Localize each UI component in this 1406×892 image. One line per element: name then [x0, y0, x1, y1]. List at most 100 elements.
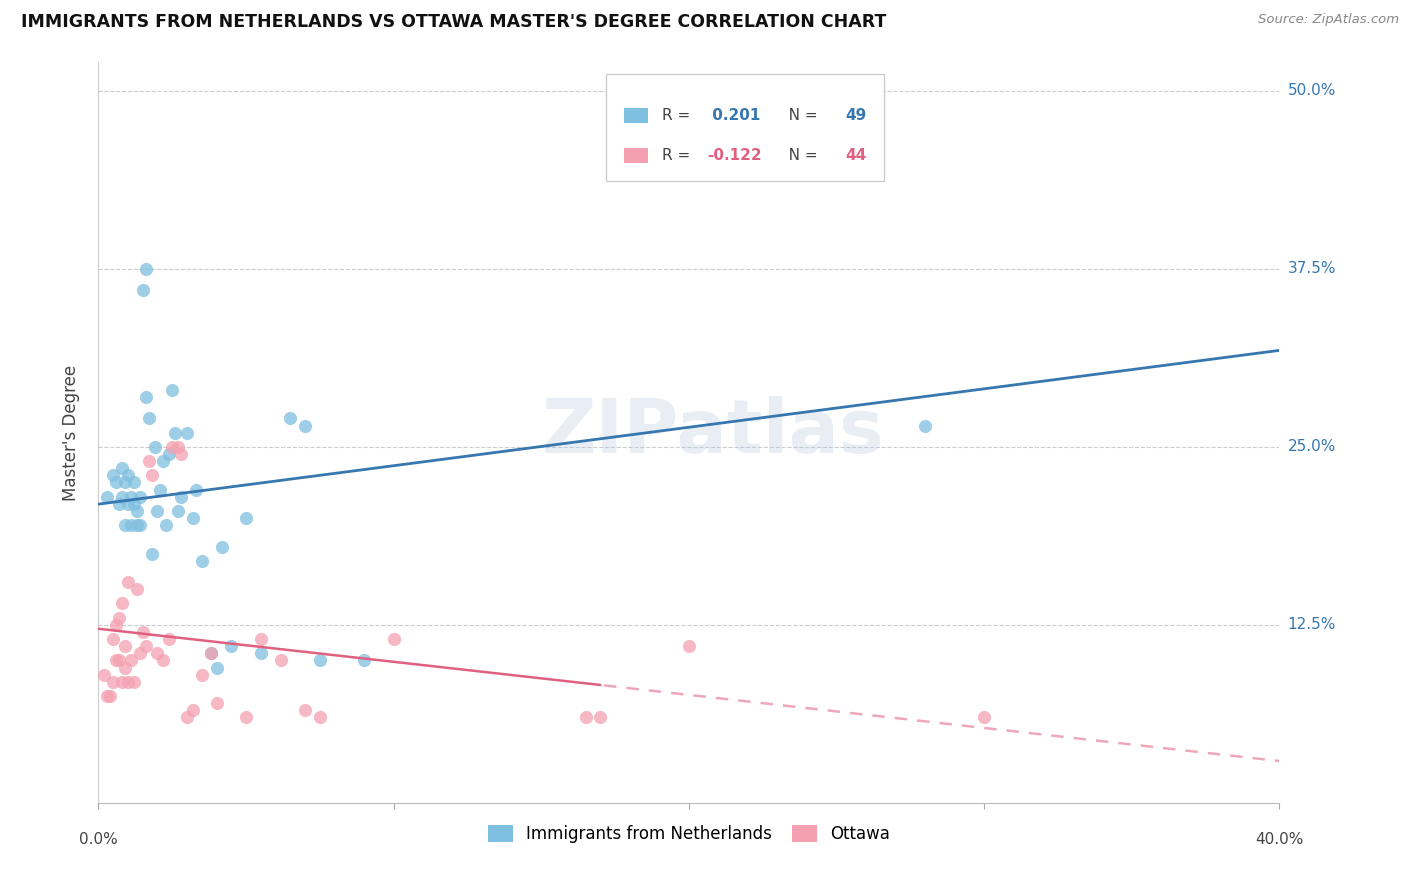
Point — [117, 497, 139, 511]
Point — [235, 511, 257, 525]
Point — [117, 674, 139, 689]
Text: Source: ZipAtlas.com: Source: ZipAtlas.com — [1258, 13, 1399, 27]
Point — [165, 425, 187, 440]
Point — [96, 689, 118, 703]
Text: 50.0%: 50.0% — [1288, 84, 1336, 98]
Point — [157, 447, 180, 461]
Point — [250, 632, 273, 646]
Point — [125, 518, 148, 533]
Point — [167, 504, 190, 518]
Point — [120, 653, 142, 667]
Point — [103, 632, 125, 646]
Text: N =: N = — [773, 108, 823, 123]
Point — [280, 411, 302, 425]
Point — [162, 383, 183, 397]
Point — [108, 610, 131, 624]
Point — [105, 617, 128, 632]
Point — [200, 646, 222, 660]
Point — [128, 490, 150, 504]
Point — [589, 710, 612, 724]
Point — [135, 639, 157, 653]
Point — [98, 689, 121, 703]
Point — [125, 504, 148, 518]
Point — [122, 475, 145, 490]
Text: -0.122: -0.122 — [707, 148, 761, 162]
FancyBboxPatch shape — [606, 73, 884, 181]
Point — [122, 497, 145, 511]
Point — [143, 440, 166, 454]
Point — [152, 653, 174, 667]
Point — [176, 425, 198, 440]
Point — [294, 703, 316, 717]
Point — [103, 674, 125, 689]
Text: R =: R = — [662, 108, 695, 123]
Point — [108, 653, 131, 667]
Point — [170, 490, 193, 504]
Point — [157, 632, 180, 646]
Text: 0.0%: 0.0% — [79, 832, 118, 847]
Point — [235, 710, 257, 724]
Point — [122, 674, 145, 689]
Point — [162, 440, 183, 454]
Legend: Immigrants from Netherlands, Ottawa: Immigrants from Netherlands, Ottawa — [481, 819, 897, 850]
Text: IMMIGRANTS FROM NETHERLANDS VS OTTAWA MASTER'S DEGREE CORRELATION CHART: IMMIGRANTS FROM NETHERLANDS VS OTTAWA MA… — [21, 13, 886, 31]
Point — [108, 497, 131, 511]
Point — [176, 710, 198, 724]
Text: 40.0%: 40.0% — [1256, 832, 1303, 847]
Point — [914, 418, 936, 433]
Point — [678, 155, 700, 169]
Point — [678, 639, 700, 653]
Point — [211, 540, 233, 554]
Text: 44: 44 — [845, 148, 866, 162]
Point — [103, 468, 125, 483]
Point — [125, 582, 148, 597]
Point — [181, 703, 204, 717]
Text: 49: 49 — [845, 108, 866, 123]
FancyBboxPatch shape — [624, 108, 648, 122]
Point — [128, 518, 150, 533]
Point — [141, 547, 163, 561]
Point — [105, 653, 128, 667]
Point — [114, 475, 136, 490]
Point — [250, 646, 273, 660]
Point — [575, 710, 598, 724]
Point — [155, 518, 177, 533]
Text: 25.0%: 25.0% — [1288, 440, 1336, 454]
Text: ZIPatlas: ZIPatlas — [541, 396, 884, 469]
Point — [114, 660, 136, 674]
Point — [132, 283, 155, 297]
Point — [167, 440, 190, 454]
Point — [117, 575, 139, 590]
Point — [105, 475, 128, 490]
Point — [294, 418, 316, 433]
Point — [120, 490, 142, 504]
Point — [111, 490, 134, 504]
Point — [114, 518, 136, 533]
Point — [146, 504, 169, 518]
Point — [309, 653, 332, 667]
Text: 12.5%: 12.5% — [1288, 617, 1336, 632]
Point — [117, 468, 139, 483]
Point — [149, 483, 172, 497]
Point — [96, 490, 118, 504]
Text: 0.201: 0.201 — [707, 108, 761, 123]
Point — [114, 639, 136, 653]
FancyBboxPatch shape — [624, 148, 648, 162]
Point — [973, 710, 995, 724]
Point — [191, 667, 214, 681]
Point — [146, 646, 169, 660]
Point — [111, 597, 134, 611]
Point — [111, 674, 134, 689]
Text: R =: R = — [662, 148, 695, 162]
Point — [138, 411, 160, 425]
Point — [138, 454, 160, 468]
Point — [309, 710, 332, 724]
Point — [141, 468, 163, 483]
Point — [120, 518, 142, 533]
Text: 37.5%: 37.5% — [1288, 261, 1336, 277]
Point — [135, 261, 157, 276]
Point — [221, 639, 243, 653]
Point — [135, 390, 157, 404]
Point — [93, 667, 115, 681]
Point — [111, 461, 134, 475]
